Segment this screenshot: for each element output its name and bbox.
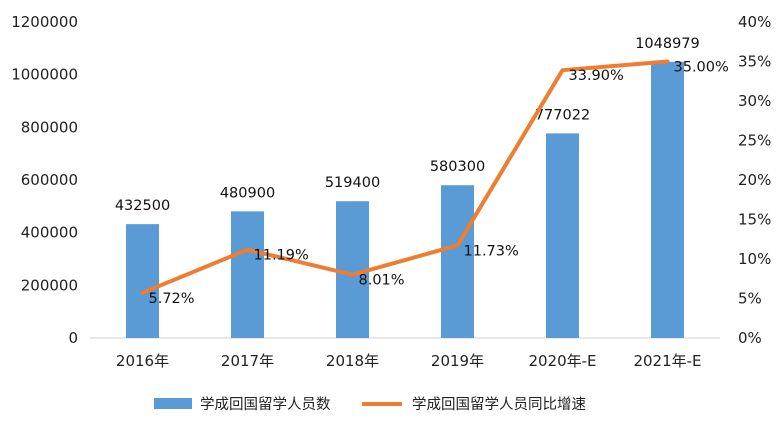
bar [126, 224, 159, 338]
y-left-tick-label: 600000 [21, 171, 78, 189]
bar [441, 185, 474, 338]
x-tick-label: 2019年 [431, 352, 484, 370]
bar-data-labels: 432500 480900 519400 580300 777022 1048979 [115, 36, 700, 214]
y-right-tick-label: 15% [738, 211, 771, 229]
line-series [140, 59, 670, 295]
bar-value-label: 480900 [220, 185, 275, 201]
y-right-tick-label: 20% [738, 171, 771, 189]
line-value-label: 33.90% [569, 68, 624, 84]
bar-value-label: 777022 [535, 107, 590, 123]
line-value-label: 35.00% [674, 60, 729, 76]
y-left-tick-label: 1200000 [11, 13, 78, 31]
legend-bar-label: 学成回国留学人员数 [200, 396, 331, 413]
legend-bar-swatch [154, 398, 192, 409]
line-data-labels: 5.72% 11.19% 8.01% 11.73% 33.90% 35.00% [149, 60, 729, 307]
bar-value-label: 1048979 [635, 36, 700, 52]
x-tick-label: 2016年 [116, 352, 169, 370]
bar [651, 61, 684, 339]
y-left-tick-label: 1000000 [11, 66, 78, 84]
y-left-tick-label: 400000 [21, 224, 78, 242]
y-left-tick-label: 800000 [21, 118, 78, 136]
y-right-tick-label: 25% [738, 132, 771, 150]
growth-line [140, 59, 670, 295]
x-tick-label: 2020年-E [528, 352, 596, 370]
line-value-label: 5.72% [149, 291, 195, 307]
x-tick-label: 2018年 [326, 352, 379, 370]
y-left-axis-ticks: 0 200000 400000 600000 800000 1000000 1200000 [11, 13, 78, 347]
legend: 学成回国留学人员数 学成回国留学人员同比增速 [154, 396, 586, 413]
line-value-label: 11.19% [254, 248, 309, 264]
bar-value-label: 519400 [325, 175, 380, 191]
bar [546, 133, 579, 338]
x-tick-label: 2017年 [221, 352, 274, 370]
y-right-tick-label: 30% [738, 92, 771, 110]
y-right-tick-label: 5% [738, 290, 762, 308]
bar-series [126, 61, 684, 339]
x-tick-label: 2021年-E [633, 352, 701, 370]
line-value-label: 8.01% [359, 273, 405, 289]
legend-line-label: 学成回国留学人员同比增速 [412, 396, 586, 413]
y-right-tick-label: 35% [738, 53, 771, 71]
bar [231, 211, 264, 338]
y-right-tick-label: 0% [738, 329, 762, 347]
y-left-tick-label: 200000 [21, 276, 78, 294]
x-axis-ticks: 2016年 2017年 2018年 2019年 2020年-E 2021年-E [116, 352, 702, 370]
y-right-tick-label: 40% [738, 13, 771, 31]
y-right-tick-label: 10% [738, 250, 771, 268]
line-value-label: 11.73% [464, 243, 519, 259]
bar-value-label: 432500 [115, 198, 170, 214]
y-right-axis-ticks: 0% 5% 10% 15% 20% 25% 30% 35% 40% [738, 13, 771, 347]
y-left-tick-label: 0 [68, 329, 78, 347]
bar-value-label: 580300 [430, 159, 485, 175]
